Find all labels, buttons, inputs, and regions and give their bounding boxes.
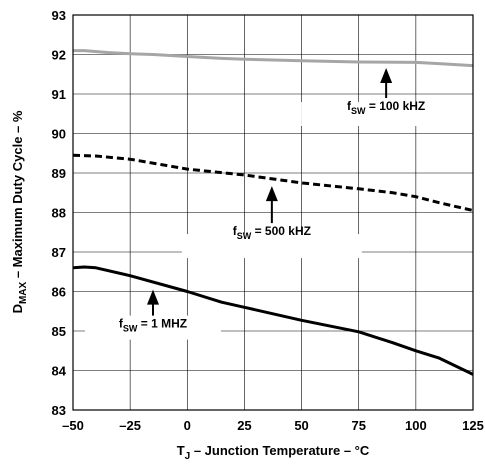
y-tick-label: 93	[52, 8, 66, 23]
x-tick-label: 50	[294, 418, 308, 433]
y-tick-label: 83	[52, 403, 66, 418]
arrow-head	[380, 68, 393, 84]
y-tick-label: 90	[52, 127, 66, 142]
series-line-1	[73, 49, 474, 68]
annotation-label: fSW = 500 kHZ	[233, 224, 311, 241]
series-annotation-2: fSW = 500 kHZ	[181, 186, 362, 259]
x-tick-label: 125	[462, 418, 484, 433]
y-tick-label: 85	[52, 324, 66, 339]
annotation-mask	[85, 315, 221, 340]
x-tick-label: –25	[119, 418, 141, 433]
x-tick-labels: –50 –25 0 25 50 75 100 125	[62, 418, 484, 433]
x-tick-label: 75	[351, 418, 365, 433]
arrow-head	[147, 289, 159, 305]
series-annotation-3: fSW = 1 MHZ	[85, 289, 221, 340]
annotations: fSW = 100 kHZ fSW = 500 kHZ fSW = 1 MHZ	[85, 68, 472, 340]
x-tick-label: 0	[184, 418, 191, 433]
arrow-head	[265, 186, 278, 202]
series-line-3	[72, 265, 474, 376]
y-tick-label: 86	[52, 285, 66, 300]
y-tick-label: 87	[52, 245, 66, 260]
series-line-2	[72, 153, 474, 212]
series-annotation-1: fSW = 100 kHZ	[301, 68, 472, 127]
series-layer	[72, 49, 474, 376]
annotation-mask	[301, 102, 472, 127]
plot-frame	[72, 14, 474, 411]
y-tick-label: 88	[52, 206, 66, 221]
annotation-label: fSW = 1 MHZ	[119, 317, 187, 334]
x-tick-label: 100	[405, 418, 427, 433]
y-tick-labels: 83 84 85 86 87 88 89 90 91 92 93	[52, 8, 67, 418]
y-tick-label: 91	[52, 87, 66, 102]
annotation-label: fSW = 100 kHZ	[347, 99, 425, 116]
x-tick-label: –50	[62, 418, 84, 433]
y-tick-label: 84	[52, 364, 67, 379]
x-axis-title: TJ – Junction Temperature – °C	[177, 443, 370, 462]
x-tick-label: 25	[237, 418, 251, 433]
annotation-mask	[181, 234, 362, 259]
y-axis-title: DMAX – Maximum Duty Cycle – %	[10, 110, 29, 313]
y-tick-label: 92	[52, 48, 66, 63]
y-tick-label: 89	[52, 166, 66, 181]
